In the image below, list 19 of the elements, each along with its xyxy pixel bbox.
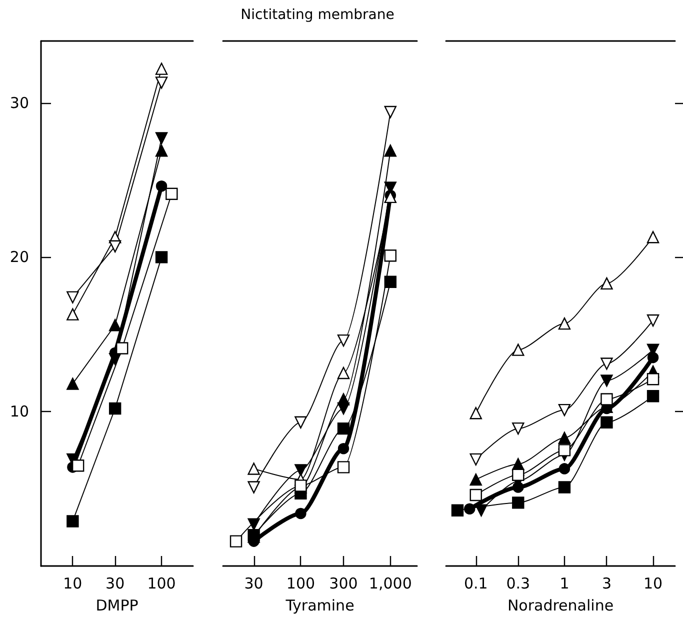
y-tick-label: 30 — [10, 94, 29, 112]
x-tick-label: 10 — [643, 574, 663, 592]
x-tick-label: 100 — [286, 574, 316, 592]
x-tick-label: 3 — [602, 574, 612, 592]
x-tick-label: 30 — [244, 574, 264, 592]
x-tick-label: 30 — [106, 574, 125, 592]
x-tick-label: 1 — [560, 574, 570, 592]
x-tick-label: 0.3 — [506, 574, 530, 592]
x-tick-label: 100 — [147, 574, 176, 592]
x-axis-title: DMPP — [96, 596, 138, 614]
x-tick-label: 1,000 — [368, 574, 412, 592]
x-tick-label: 300 — [329, 574, 358, 592]
x-tick-label: 0.1 — [464, 574, 488, 592]
x-axis-title: Noradrenaline — [507, 596, 614, 614]
x-axis-title: Tyramine — [284, 596, 354, 614]
x-tick-label: 10 — [63, 574, 82, 592]
chart-title: Nictitating membrane — [240, 7, 394, 23]
y-tick-label: 20 — [10, 248, 29, 266]
y-tick-label: 10 — [10, 402, 29, 421]
